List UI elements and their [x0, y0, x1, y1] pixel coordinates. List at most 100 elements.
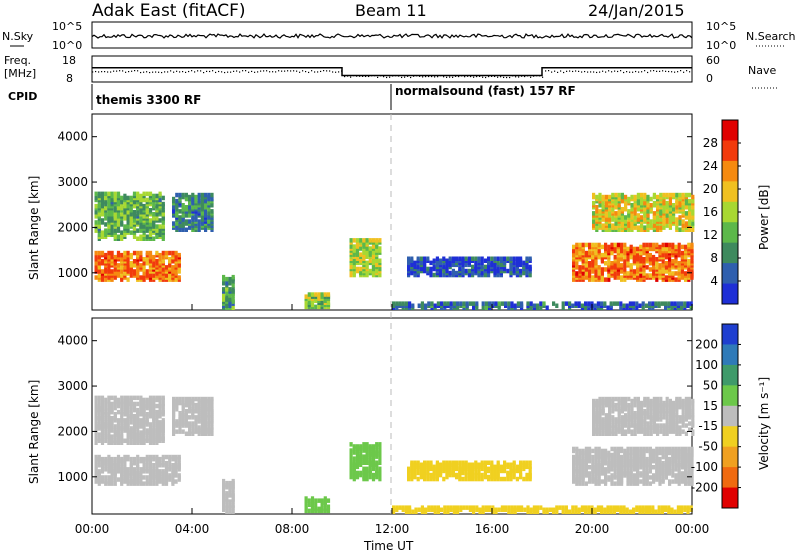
range-cell: [210, 192, 214, 198]
range-cell: [352, 456, 356, 461]
range-cell: [97, 220, 101, 225]
range-cell: [231, 509, 235, 514]
range-cell: [656, 427, 660, 432]
range-cell: [624, 417, 628, 422]
range-cell: [129, 461, 133, 466]
range-cell: [191, 429, 195, 434]
range-cell: [107, 250, 111, 256]
range-cell: [188, 194, 192, 200]
range-cell: [627, 396, 631, 402]
range-cell: [200, 196, 204, 202]
range-cell: [191, 425, 195, 430]
range-cell: [678, 215, 682, 220]
range-cell: [120, 399, 124, 405]
range-cell: [630, 409, 634, 414]
range-cell: [132, 456, 137, 462]
range-cell: [575, 265, 579, 270]
range-cell: [610, 473, 614, 478]
range-cell: [94, 195, 98, 201]
range-cell: [168, 257, 172, 262]
range-cell: [652, 456, 656, 462]
range-cell: [525, 270, 529, 276]
range-cell: [575, 242, 579, 248]
range-cell: [575, 446, 579, 452]
range-cell: [664, 275, 668, 280]
range-cell: [542, 301, 546, 306]
range-cell: [655, 277, 659, 282]
nave-dot: [521, 75, 523, 77]
range-cell: [317, 296, 321, 301]
range-cell: [656, 215, 660, 220]
range-cell: [690, 458, 694, 464]
range-cell: [526, 509, 530, 514]
range-cell: [123, 265, 127, 270]
range-cell: [184, 409, 188, 414]
range-cell: [320, 300, 324, 305]
range-cell: [652, 271, 656, 276]
range-cell: [636, 192, 640, 198]
range-cell: [231, 491, 235, 496]
nave-tick-bottom: 0: [706, 72, 713, 85]
range-cell: [493, 268, 497, 274]
cpid-panel: CPID themis 3300 RF normalsound (fast) 1…: [8, 84, 576, 110]
range-cell: [580, 303, 584, 308]
nave-dot: [98, 71, 100, 73]
range-cell: [690, 242, 694, 248]
nave-dot: [620, 70, 622, 72]
nave-dot: [152, 71, 154, 73]
range-cell: [116, 436, 121, 441]
range-cell: [349, 448, 353, 453]
range-cell: [627, 196, 631, 202]
nave-dot: [485, 76, 487, 79]
range-cell: [172, 221, 176, 226]
range-cell: [690, 446, 694, 452]
range-cell: [94, 407, 98, 413]
range-cell: [636, 252, 640, 258]
range-cell: [688, 198, 692, 204]
range-cell: [116, 234, 121, 239]
range-cell: [442, 476, 446, 482]
range-cell: [506, 256, 510, 261]
range-cell: [123, 224, 127, 229]
range-cell: [675, 419, 679, 424]
range-cell: [590, 505, 594, 510]
range-cell: [440, 301, 444, 306]
range-cell: [512, 260, 516, 266]
range-cell: [662, 423, 666, 428]
range-cell: [496, 266, 500, 272]
range-cell: [581, 275, 585, 280]
range-cell: [139, 471, 143, 476]
nave-dot: [572, 70, 574, 73]
range-cell: [161, 461, 165, 466]
range-cell: [665, 223, 669, 228]
range-cell: [104, 216, 108, 221]
range-cell: [626, 271, 630, 276]
nave-dot: [473, 76, 475, 78]
nave-dot: [581, 71, 583, 73]
range-cell: [194, 419, 198, 424]
range-cell: [100, 405, 105, 411]
range-cell: [416, 476, 420, 482]
range-cell: [136, 236, 140, 241]
range-cell: [639, 273, 643, 278]
range-cell: [648, 301, 652, 306]
range-cell: [225, 503, 229, 508]
range-cell: [477, 462, 481, 467]
range-cell: [107, 424, 111, 429]
range-cell: [126, 218, 130, 223]
range-cell: [172, 396, 176, 402]
range-cell: [578, 242, 582, 248]
range-cell: [520, 505, 524, 510]
range-cell: [624, 194, 628, 200]
range-cell: [132, 226, 137, 231]
range-cell: [132, 424, 137, 429]
range-cell: [432, 272, 436, 278]
nave-dot: [608, 70, 610, 72]
range-cell: [665, 213, 669, 218]
range-cell: [624, 215, 628, 220]
range-cell: [368, 246, 372, 251]
range-cell: [398, 505, 402, 510]
range-cell: [620, 275, 624, 280]
range-cell: [455, 270, 459, 276]
range-cell: [120, 195, 124, 201]
